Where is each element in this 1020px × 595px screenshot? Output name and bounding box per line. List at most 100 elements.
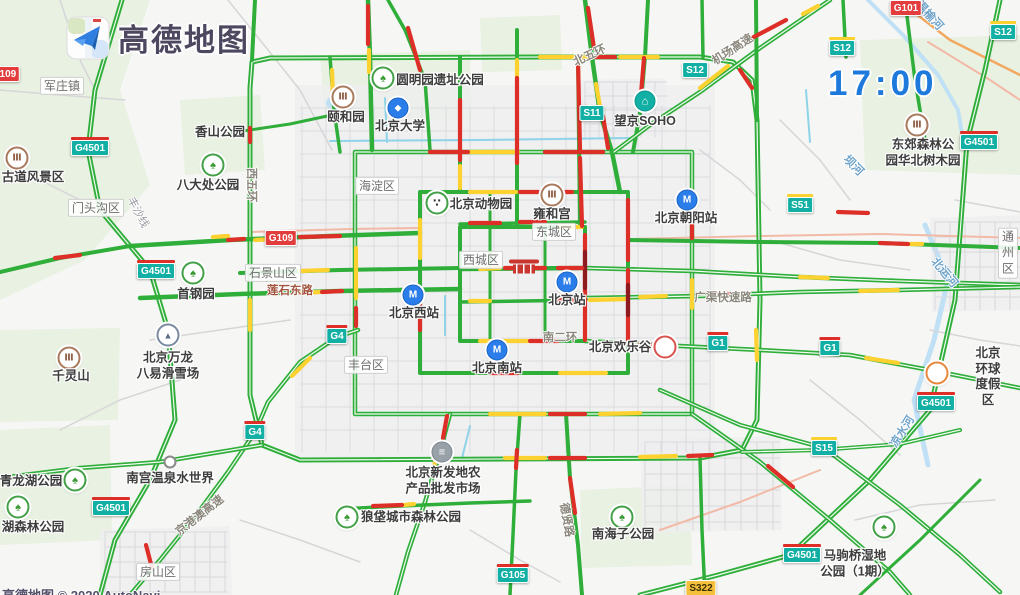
tiananmen-icon[interactable] — [509, 259, 539, 274]
road-shield: G4501 — [916, 392, 956, 411]
poi-label[interactable]: 南宫温泉水世界 — [126, 471, 214, 486]
shield-traffic-line — [787, 194, 813, 197]
district-label[interactable]: 海淀区 — [354, 176, 400, 196]
district-label[interactable]: 通州区 — [997, 227, 1019, 279]
poi-label[interactable]: 望京SOHO — [614, 114, 676, 129]
shield-traffic-line — [811, 437, 837, 440]
building-icon[interactable]: ⌂ — [634, 90, 656, 112]
amap-logo: 高德地图 — [66, 15, 250, 60]
road-shield: G1 — [819, 337, 841, 356]
park-icon[interactable]: ♠ — [872, 515, 896, 539]
road-shield: S322 — [685, 580, 717, 595]
shield-traffic-line — [496, 564, 530, 567]
park-icon[interactable]: ♠ — [201, 153, 225, 177]
poi-label[interactable]: 南海子公园 — [591, 527, 655, 542]
road-shield: G109 — [0, 66, 21, 82]
district-label[interactable]: 石景山区 — [244, 263, 302, 283]
road-shield: G109 — [264, 230, 298, 246]
railway-station-icon[interactable]: M — [556, 271, 578, 293]
road-shield: S12 — [682, 62, 708, 78]
poi-label[interactable]: 圆明园遗址公园 — [396, 73, 484, 88]
railway-station-icon[interactable]: M — [402, 284, 424, 306]
temple-icon[interactable]: Ⅲ — [540, 183, 564, 207]
museum-icon[interactable]: Ⅲ — [905, 113, 929, 137]
amap-logo-text: 高德地图 — [118, 23, 250, 58]
shield-traffic-line — [244, 421, 266, 424]
district-label[interactable]: 军庄镇 — [39, 76, 85, 96]
amap-logo-icon — [66, 16, 110, 59]
ski-icon[interactable]: ▲ — [156, 323, 180, 347]
poi-label[interactable]: 北京站 — [548, 293, 586, 308]
school-icon[interactable]: ◆ — [387, 97, 409, 119]
park-icon[interactable]: ♠ — [63, 468, 87, 492]
park-icon[interactable]: ♠ — [335, 505, 359, 529]
park-icon[interactable]: ♠ — [6, 495, 30, 519]
poi-label[interactable]: 东郊森林公 园华北树木园 — [885, 137, 961, 167]
road-shield: S12 — [990, 21, 1016, 40]
railway-station-icon[interactable]: M — [486, 339, 508, 361]
hot-spring-icon[interactable] — [163, 455, 177, 469]
road-shield: G4501 — [959, 131, 999, 150]
district-label[interactable]: 门头沟区 — [67, 198, 125, 218]
poi-label[interactable]: 北京朝阳站 — [654, 211, 718, 226]
museum-icon[interactable]: Ⅲ — [331, 85, 355, 109]
shield-traffic-line — [990, 21, 1016, 24]
park-icon[interactable]: ♠ — [371, 66, 395, 90]
road-shield: G105 — [496, 564, 530, 583]
district-label[interactable]: 西城区 — [458, 250, 504, 270]
market-icon[interactable]: ≡ — [431, 441, 453, 463]
road-shield: S11 — [579, 105, 605, 121]
park-icon[interactable]: ♠ — [610, 505, 634, 529]
poi-label[interactable]: 香山公园 — [194, 125, 246, 140]
ferris-orange-icon[interactable] — [925, 361, 949, 385]
road-name-label: 广渠快速路 — [694, 291, 752, 304]
poi-label[interactable]: 狼垡城市森林公园 — [360, 510, 462, 525]
shield-traffic-line — [829, 37, 855, 40]
road-shield: G101 — [889, 0, 923, 16]
map-attribution: 高德地图 © 2020 AutoNavi — [2, 585, 160, 595]
poi-label[interactable]: 北京动物园 — [449, 197, 513, 212]
shield-traffic-line — [782, 544, 822, 547]
district-label[interactable]: 丰台区 — [343, 355, 389, 375]
road-shield: G4 — [244, 421, 266, 440]
poi-label[interactable]: 北京环球度假区 — [975, 345, 1001, 407]
poi-label[interactable]: 青龙湖公园 — [0, 474, 63, 489]
museum-icon[interactable]: Ⅲ — [57, 346, 81, 370]
road-name-label: 莲石东路 — [267, 284, 313, 297]
ferris-red-icon[interactable] — [653, 335, 677, 359]
poi-label[interactable]: 首钢园 — [177, 287, 215, 302]
shield-traffic-line — [819, 337, 841, 340]
shield-traffic-line — [91, 497, 131, 500]
poi-label[interactable]: 颐和园 — [327, 110, 365, 125]
road-shield: S51 — [787, 194, 813, 213]
poi-label[interactable]: 雍和宫 — [533, 207, 571, 222]
railway-station-icon[interactable]: M — [676, 189, 698, 211]
poi-label[interactable]: 湖森林公园 — [1, 520, 65, 535]
poi-label[interactable]: 千灵山 — [52, 369, 90, 384]
poi-label[interactable]: 八大处公园 — [176, 178, 240, 193]
road-shield: G4501 — [91, 497, 131, 516]
shield-traffic-line — [916, 392, 956, 395]
road-name-label: 南二环 — [542, 331, 578, 344]
poi-label[interactable]: 北京大学 — [374, 119, 426, 134]
road-shield: G4501 — [136, 260, 176, 279]
zoo-icon[interactable]: ∵ — [425, 191, 449, 215]
road-shield: G4501 — [782, 544, 822, 563]
district-label[interactable]: 房山区 — [135, 562, 181, 582]
poi-label[interactable]: 马驹桥湿地 公园（1期） — [820, 548, 890, 578]
poi-label[interactable]: 北京南站 — [471, 361, 523, 376]
poi-label[interactable]: 北京万龙 八易滑雪场 — [136, 350, 200, 380]
road-shield: S15 — [811, 437, 837, 456]
shield-traffic-line — [959, 131, 999, 134]
poi-label[interactable]: 古道风景区 — [1, 170, 65, 185]
district-label[interactable]: 东城区 — [531, 222, 577, 242]
poi-label[interactable]: 北京欢乐谷 — [588, 340, 652, 355]
shield-traffic-line — [326, 325, 348, 328]
park-icon[interactable]: ♠ — [181, 261, 205, 285]
road-shield: G4 — [326, 325, 348, 344]
museum-icon[interactable]: Ⅲ — [5, 146, 29, 170]
poi-label[interactable]: 北京西站 — [388, 306, 440, 321]
poi-label[interactable]: 北京新发地农 产品批发市场 — [405, 465, 481, 495]
